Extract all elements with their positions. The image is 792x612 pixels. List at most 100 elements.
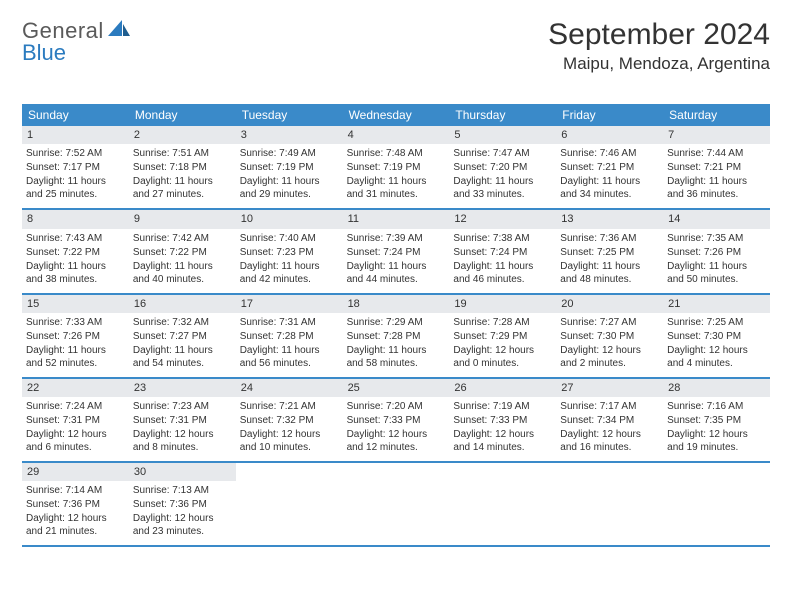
day-number: 28 [663, 379, 770, 397]
day-number: 7 [663, 126, 770, 144]
sunrise-line: Sunrise: 7:17 AM [560, 400, 659, 413]
title-block: September 2024 Maipu, Mendoza, Argentina [548, 18, 770, 74]
sunrise-line: Sunrise: 7:20 AM [347, 400, 446, 413]
day-cell: 5Sunrise: 7:47 AMSunset: 7:20 PMDaylight… [449, 126, 556, 208]
sunrise-line: Sunrise: 7:16 AM [667, 400, 766, 413]
day-number: 19 [449, 295, 556, 313]
sunset-line: Sunset: 7:32 PM [240, 414, 339, 427]
day-cell: 8Sunrise: 7:43 AMSunset: 7:22 PMDaylight… [22, 210, 129, 292]
week-row: 15Sunrise: 7:33 AMSunset: 7:26 PMDayligh… [22, 295, 770, 379]
sunset-line: Sunset: 7:19 PM [347, 161, 446, 174]
day-number: 23 [129, 379, 236, 397]
sunrise-line: Sunrise: 7:38 AM [453, 232, 552, 245]
daylight-line: Daylight: 11 hours and 46 minutes. [453, 260, 552, 286]
day-number: 26 [449, 379, 556, 397]
sunrise-line: Sunrise: 7:14 AM [26, 484, 125, 497]
daylight-line: Daylight: 11 hours and 27 minutes. [133, 175, 232, 201]
sunrise-line: Sunrise: 7:28 AM [453, 316, 552, 329]
sunrise-line: Sunrise: 7:48 AM [347, 147, 446, 160]
daylight-line: Daylight: 11 hours and 54 minutes. [133, 344, 232, 370]
sunset-line: Sunset: 7:20 PM [453, 161, 552, 174]
sunset-line: Sunset: 7:23 PM [240, 246, 339, 259]
daylight-line: Daylight: 12 hours and 8 minutes. [133, 428, 232, 454]
sunset-line: Sunset: 7:26 PM [26, 330, 125, 343]
day-number: 12 [449, 210, 556, 228]
daylight-line: Daylight: 11 hours and 25 minutes. [26, 175, 125, 201]
day-cell [556, 463, 663, 545]
week-row: 22Sunrise: 7:24 AMSunset: 7:31 PMDayligh… [22, 379, 770, 463]
sunset-line: Sunset: 7:34 PM [560, 414, 659, 427]
logo-text-2: Blue [22, 40, 66, 66]
day-cell [663, 463, 770, 545]
day-number: 22 [22, 379, 129, 397]
sunset-line: Sunset: 7:28 PM [240, 330, 339, 343]
day-number: 9 [129, 210, 236, 228]
day-cell: 11Sunrise: 7:39 AMSunset: 7:24 PMDayligh… [343, 210, 450, 292]
daylight-line: Daylight: 11 hours and 44 minutes. [347, 260, 446, 286]
day-cell: 24Sunrise: 7:21 AMSunset: 7:32 PMDayligh… [236, 379, 343, 461]
sunrise-line: Sunrise: 7:36 AM [560, 232, 659, 245]
day-cell: 29Sunrise: 7:14 AMSunset: 7:36 PMDayligh… [22, 463, 129, 545]
day-cell: 18Sunrise: 7:29 AMSunset: 7:28 PMDayligh… [343, 295, 450, 377]
day-cell: 19Sunrise: 7:28 AMSunset: 7:29 PMDayligh… [449, 295, 556, 377]
day-number: 1 [22, 126, 129, 144]
week-row: 29Sunrise: 7:14 AMSunset: 7:36 PMDayligh… [22, 463, 770, 547]
day-cell: 9Sunrise: 7:42 AMSunset: 7:22 PMDaylight… [129, 210, 236, 292]
day-number: 30 [129, 463, 236, 481]
dow-fri: Friday [556, 104, 663, 126]
sunset-line: Sunset: 7:30 PM [560, 330, 659, 343]
daylight-line: Daylight: 11 hours and 58 minutes. [347, 344, 446, 370]
day-number: 8 [22, 210, 129, 228]
day-cell: 6Sunrise: 7:46 AMSunset: 7:21 PMDaylight… [556, 126, 663, 208]
location: Maipu, Mendoza, Argentina [548, 54, 770, 74]
daylight-line: Daylight: 11 hours and 36 minutes. [667, 175, 766, 201]
daylight-line: Daylight: 11 hours and 52 minutes. [26, 344, 125, 370]
day-cell [236, 463, 343, 545]
sunrise-line: Sunrise: 7:49 AM [240, 147, 339, 160]
dow-row: Sunday Monday Tuesday Wednesday Thursday… [22, 104, 770, 126]
day-cell: 13Sunrise: 7:36 AMSunset: 7:25 PMDayligh… [556, 210, 663, 292]
sunset-line: Sunset: 7:36 PM [133, 498, 232, 511]
sunrise-line: Sunrise: 7:23 AM [133, 400, 232, 413]
day-cell: 15Sunrise: 7:33 AMSunset: 7:26 PMDayligh… [22, 295, 129, 377]
daylight-line: Daylight: 12 hours and 19 minutes. [667, 428, 766, 454]
month-title: September 2024 [548, 18, 770, 52]
sunset-line: Sunset: 7:33 PM [347, 414, 446, 427]
day-cell: 3Sunrise: 7:49 AMSunset: 7:19 PMDaylight… [236, 126, 343, 208]
daylight-line: Daylight: 11 hours and 29 minutes. [240, 175, 339, 201]
sunset-line: Sunset: 7:21 PM [667, 161, 766, 174]
sunrise-line: Sunrise: 7:19 AM [453, 400, 552, 413]
day-cell: 14Sunrise: 7:35 AMSunset: 7:26 PMDayligh… [663, 210, 770, 292]
sunset-line: Sunset: 7:35 PM [667, 414, 766, 427]
day-cell: 17Sunrise: 7:31 AMSunset: 7:28 PMDayligh… [236, 295, 343, 377]
daylight-line: Daylight: 12 hours and 4 minutes. [667, 344, 766, 370]
sunset-line: Sunset: 7:21 PM [560, 161, 659, 174]
day-number: 25 [343, 379, 450, 397]
sunrise-line: Sunrise: 7:43 AM [26, 232, 125, 245]
sunrise-line: Sunrise: 7:13 AM [133, 484, 232, 497]
sunset-line: Sunset: 7:22 PM [26, 246, 125, 259]
dow-wed: Wednesday [343, 104, 450, 126]
sunrise-line: Sunrise: 7:40 AM [240, 232, 339, 245]
sunrise-line: Sunrise: 7:44 AM [667, 147, 766, 160]
sunrise-line: Sunrise: 7:33 AM [26, 316, 125, 329]
sunset-line: Sunset: 7:31 PM [133, 414, 232, 427]
sunset-line: Sunset: 7:36 PM [26, 498, 125, 511]
day-cell: 20Sunrise: 7:27 AMSunset: 7:30 PMDayligh… [556, 295, 663, 377]
daylight-line: Daylight: 11 hours and 33 minutes. [453, 175, 552, 201]
sunset-line: Sunset: 7:19 PM [240, 161, 339, 174]
week-row: 1Sunrise: 7:52 AMSunset: 7:17 PMDaylight… [22, 126, 770, 210]
day-cell: 28 Sunrise: 7:16 AMSunset: 7:35 PMDayligh… [663, 379, 770, 461]
sunrise-line: Sunrise: 7:32 AM [133, 316, 232, 329]
calendar: Sunday Monday Tuesday Wednesday Thursday… [22, 104, 770, 547]
sunrise-line: Sunrise: 7:42 AM [133, 232, 232, 245]
day-number: 20 [556, 295, 663, 313]
day-number: 5 [449, 126, 556, 144]
sunrise-line: Sunrise: 7:25 AM [667, 316, 766, 329]
daylight-line: Daylight: 11 hours and 50 minutes. [667, 260, 766, 286]
sunset-line: Sunset: 7:22 PM [133, 246, 232, 259]
day-cell [449, 463, 556, 545]
dow-mon: Monday [129, 104, 236, 126]
day-cell: 27Sunrise: 7:17 AMSunset: 7:34 PMDayligh… [556, 379, 663, 461]
sunset-line: Sunset: 7:24 PM [453, 246, 552, 259]
